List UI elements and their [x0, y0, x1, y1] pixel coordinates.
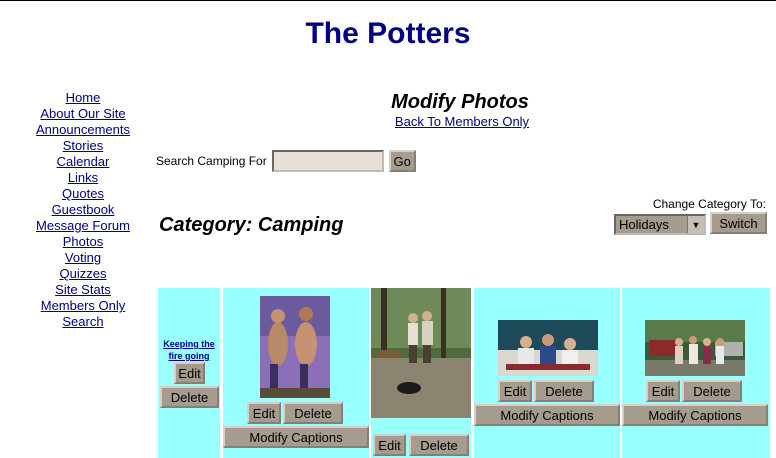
- nav-search[interactable]: Search: [62, 314, 104, 329]
- photo-cell: Keeping the fire going Edit Delete: [158, 288, 220, 458]
- category-select-value: Holidays: [619, 217, 669, 232]
- modify-captions-button[interactable]: Modify Captions: [223, 426, 369, 448]
- nav-home[interactable]: Home: [65, 90, 101, 105]
- switch-button[interactable]: Switch: [710, 212, 767, 234]
- change-category-label: Change Category To:: [652, 197, 766, 211]
- page-heading: Modify Photos: [391, 91, 529, 113]
- photo-thumbnail[interactable]: [371, 288, 471, 418]
- delete-button[interactable]: Delete: [534, 380, 594, 402]
- photo-thumbnail[interactable]: [260, 296, 330, 398]
- edit-button[interactable]: Edit: [646, 380, 680, 402]
- photo-cell: Edit Delete Modify Captions: [474, 288, 620, 458]
- category-title: Category: Camping: [159, 214, 344, 236]
- nav-calendar[interactable]: Calendar: [56, 154, 110, 169]
- photo-thumbnail[interactable]: [645, 320, 745, 376]
- delete-button[interactable]: Delete: [160, 386, 219, 408]
- delete-button[interactable]: Delete: [409, 434, 469, 456]
- nav-quotes[interactable]: Quotes: [62, 186, 104, 201]
- nav-about[interactable]: About Our Site: [40, 106, 126, 121]
- nav-links[interactable]: Links: [67, 170, 99, 185]
- photo-cell: Edit Delete Modify Captions: [223, 288, 369, 458]
- nav-photos[interactable]: Photos: [62, 234, 104, 249]
- edit-button[interactable]: Edit: [373, 434, 406, 456]
- photo-caption-link[interactable]: Keeping the fire going: [163, 339, 215, 361]
- delete-button[interactable]: Delete: [283, 402, 343, 424]
- search-input[interactable]: [271, 150, 384, 172]
- nav-message-forum[interactable]: Message Forum: [36, 218, 130, 233]
- back-to-members-link[interactable]: Back To Members Only: [394, 114, 530, 129]
- edit-button[interactable]: Edit: [247, 402, 281, 424]
- search-label: Search Camping For: [156, 154, 267, 168]
- search-form: Search Camping For Go: [156, 150, 416, 172]
- nav-stories[interactable]: Stories: [62, 138, 104, 153]
- edit-button[interactable]: Edit: [498, 380, 532, 402]
- nav-guestbook[interactable]: Guestbook: [51, 202, 115, 217]
- photo-cell: Edit Delete Modify Captions: [622, 288, 770, 458]
- photo-thumbnail[interactable]: [498, 320, 598, 376]
- modify-captions-button[interactable]: Modify Captions: [474, 404, 620, 426]
- nav-members-only[interactable]: Members Only: [40, 298, 126, 313]
- nav-site-stats[interactable]: Site Stats: [55, 282, 111, 297]
- category-select[interactable]: Holidays ▼: [614, 214, 706, 235]
- nav-voting[interactable]: Voting: [64, 250, 102, 265]
- edit-button[interactable]: Edit: [174, 362, 205, 384]
- modify-captions-button[interactable]: Modify Captions: [622, 404, 768, 426]
- nav-quizzes[interactable]: Quizzes: [59, 266, 107, 281]
- photo-cell: Edit Delete: [371, 288, 471, 458]
- delete-button[interactable]: Delete: [682, 380, 742, 402]
- go-button[interactable]: Go: [388, 150, 416, 172]
- site-title: The Potters: [305, 17, 471, 50]
- chevron-down-icon[interactable]: ▼: [687, 216, 704, 233]
- sidebar-nav: Home About Our Site Announcements Storie…: [26, 90, 140, 330]
- nav-announcements[interactable]: Announcements: [36, 122, 130, 137]
- photo-gallery: Keeping the fire going Edit Delete Edit …: [157, 286, 770, 458]
